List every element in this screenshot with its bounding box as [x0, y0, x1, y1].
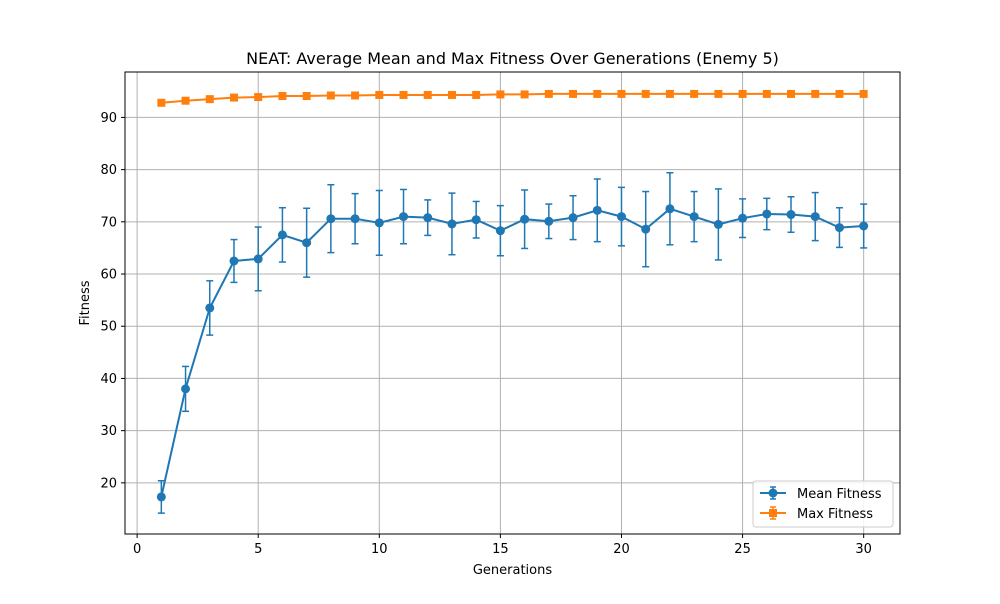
data-point: [520, 214, 530, 224]
data-point: [617, 89, 626, 98]
x-tick-label: 5: [254, 542, 262, 557]
data-point: [665, 89, 674, 98]
grid: [125, 72, 900, 534]
data-point: [423, 213, 433, 223]
y-tick-label: 40: [100, 372, 117, 387]
data-point: [495, 226, 505, 236]
data-point: [544, 89, 553, 98]
data-point: [690, 89, 699, 98]
data-point: [374, 218, 384, 228]
y-tick-label: 50: [100, 320, 117, 335]
data-point: [205, 303, 215, 313]
data-point: [181, 96, 190, 105]
data-point: [399, 90, 408, 99]
data-point: [253, 254, 263, 264]
data-point: [762, 89, 771, 98]
data-point: [229, 93, 238, 102]
data-point: [181, 384, 191, 394]
y-tick-label: 80: [100, 163, 117, 178]
data-point: [326, 214, 336, 224]
series-mean: [156, 172, 869, 514]
y-tick-label: 60: [100, 268, 117, 283]
data-point: [835, 89, 844, 98]
series-line: [161, 92, 864, 104]
data-point: [326, 91, 335, 100]
data-point: [302, 238, 312, 248]
data-point: [786, 210, 796, 220]
data-point: [496, 90, 505, 99]
y-tick-label: 20: [100, 476, 117, 491]
y-tick-label: 70: [100, 215, 117, 230]
data-point: [205, 95, 214, 104]
legend-box: [752, 480, 894, 528]
data-point: [834, 223, 844, 233]
data-point: [375, 90, 384, 99]
legend: Mean Fitness Max Fitness: [752, 480, 894, 528]
chart-title: NEAT: Average Mean and Max Fitness Over …: [246, 49, 779, 68]
data-point: [592, 205, 602, 215]
x-axis-label: Generations: [473, 563, 553, 578]
data-point: [665, 204, 675, 214]
data-point: [616, 212, 626, 222]
data-point: [156, 492, 166, 502]
y-tick-label: 30: [100, 424, 117, 439]
data-point: [229, 256, 239, 266]
data-point: [811, 89, 820, 98]
plot-frame: [124, 71, 901, 535]
data-point: [544, 216, 554, 226]
series-layer: [156, 89, 869, 514]
data-point: [859, 221, 869, 231]
data-point: [689, 212, 699, 222]
y-tick-label: 90: [100, 111, 117, 126]
data-point: [787, 89, 796, 98]
data-point: [738, 89, 747, 98]
data-point: [568, 213, 578, 223]
x-tick-label: 10: [371, 542, 388, 557]
data-point: [593, 89, 602, 98]
data-point: [423, 90, 432, 99]
data-point: [472, 90, 481, 99]
x-tick-label: 15: [492, 542, 509, 557]
axis-ticks: 0 5 10 15 20 25 30 20 30 40 50 60 70 80 90: [100, 111, 871, 557]
x-tick-label: 30: [855, 542, 872, 557]
legend-marker: [768, 488, 778, 498]
y-axis-label: Fitness: [78, 280, 93, 325]
data-point: [641, 89, 650, 98]
legend-entries: [760, 486, 786, 520]
data-point: [859, 89, 868, 98]
data-point: [762, 209, 772, 219]
data-point: [471, 215, 481, 225]
legend-label-max: Max Fitness: [797, 507, 873, 522]
data-point: [447, 219, 457, 229]
data-point: [810, 212, 820, 222]
x-tick-label: 20: [613, 542, 630, 557]
data-point: [520, 90, 529, 99]
data-point: [399, 212, 409, 222]
legend-marker: [769, 509, 777, 517]
x-tick-label: 0: [133, 542, 141, 557]
data-point: [447, 90, 456, 99]
data-point: [277, 230, 287, 240]
data-point: [254, 93, 263, 102]
data-point: [738, 213, 748, 223]
data-point: [278, 92, 287, 101]
series-max: [157, 89, 868, 107]
data-point: [641, 224, 651, 234]
legend-label-mean: Mean Fitness: [797, 487, 882, 502]
data-point: [351, 91, 360, 100]
data-point: [157, 98, 166, 107]
data-point: [714, 89, 723, 98]
data-point: [350, 214, 360, 224]
data-point: [713, 219, 723, 229]
data-point: [302, 92, 311, 101]
data-point: [569, 89, 578, 98]
x-tick-label: 25: [734, 542, 751, 557]
